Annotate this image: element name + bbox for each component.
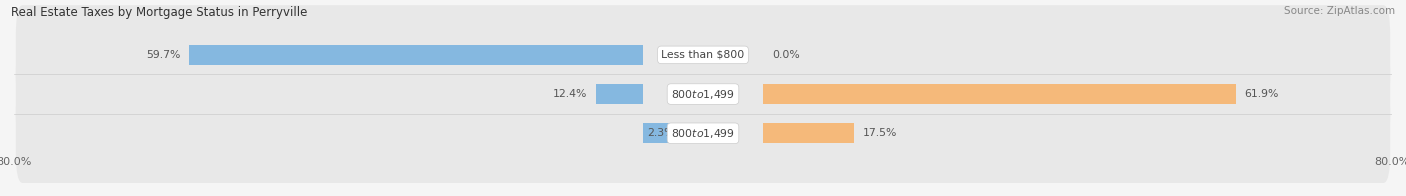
Text: Real Estate Taxes by Mortgage Status in Perryville: Real Estate Taxes by Mortgage Status in … — [11, 6, 308, 19]
Text: 12.4%: 12.4% — [553, 89, 588, 99]
FancyBboxPatch shape — [15, 83, 1391, 183]
Text: 59.7%: 59.7% — [146, 50, 180, 60]
Bar — [643, 123, 683, 143]
Bar — [596, 84, 643, 104]
Text: 61.9%: 61.9% — [1244, 89, 1279, 99]
Bar — [188, 45, 643, 65]
Text: $800 to $1,499: $800 to $1,499 — [671, 127, 735, 140]
Text: 2.3%: 2.3% — [647, 128, 675, 138]
FancyBboxPatch shape — [15, 44, 1391, 144]
FancyBboxPatch shape — [15, 5, 1391, 105]
Text: Less than $800: Less than $800 — [661, 50, 745, 60]
Bar — [763, 84, 1236, 104]
Text: $800 to $1,499: $800 to $1,499 — [671, 88, 735, 101]
Text: 17.5%: 17.5% — [862, 128, 897, 138]
Text: 0.0%: 0.0% — [772, 50, 800, 60]
Text: Source: ZipAtlas.com: Source: ZipAtlas.com — [1284, 6, 1395, 16]
Bar — [763, 123, 853, 143]
